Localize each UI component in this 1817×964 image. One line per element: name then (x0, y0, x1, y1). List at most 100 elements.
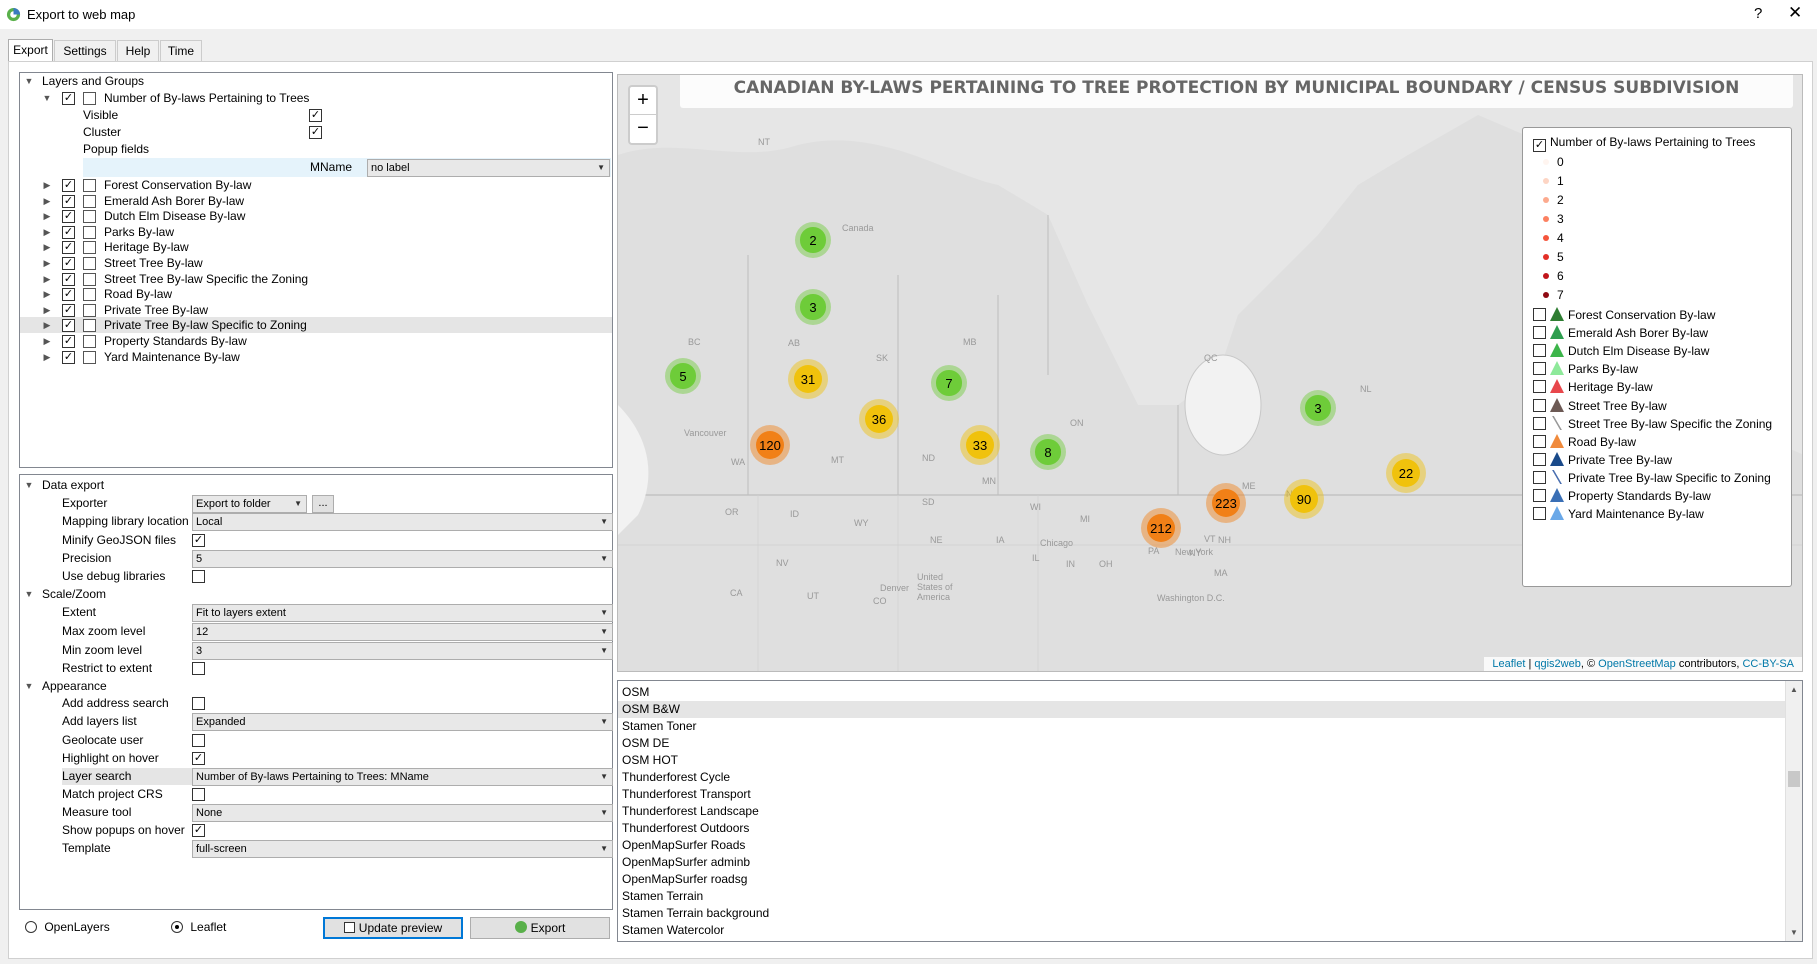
template-select[interactable]: full-screen ▼ (192, 839, 613, 858)
zoom-out-button[interactable]: − (637, 117, 649, 139)
help-button[interactable]: ? (1754, 5, 1763, 22)
marker-cluster[interactable]: 5 (665, 358, 701, 394)
basemap-item[interactable]: Thunderforest Outdoors (622, 821, 750, 835)
basemap-item[interactable]: Stamen Terrain background (622, 906, 770, 920)
layer-select-checkbox[interactable] (83, 272, 96, 286)
marker-cluster[interactable]: 2 (795, 222, 831, 258)
update-preview-button[interactable]: Update preview (323, 917, 463, 939)
chevron-down-icon[interactable]: ▼ (24, 681, 34, 692)
scrollbar[interactable]: ▲ ▼ (1785, 681, 1802, 941)
tree-item-private-tree-by-law[interactable]: ▶ ✓ Private Tree By-law (20, 302, 612, 319)
marker-cluster[interactable]: 3 (1300, 390, 1336, 426)
layer-select-checkbox[interactable] (83, 194, 96, 208)
legend-layer-checkbox[interactable] (1533, 380, 1546, 394)
layer-visible-checkbox[interactable]: ✓ (62, 179, 75, 192)
debug-label-checkbox[interactable] (192, 569, 205, 583)
address-search-label-checkbox[interactable] (192, 697, 205, 711)
tab-export[interactable]: Export (8, 39, 53, 61)
layer-visible-checkbox[interactable]: ✓ (62, 303, 75, 317)
basemap-item[interactable]: Thunderforest Landscape (622, 804, 759, 818)
chevron-right-icon[interactable]: ▶ (43, 226, 51, 237)
osm-link[interactable]: OpenStreetMap (1598, 658, 1676, 670)
scrollbar-thumb[interactable] (1788, 771, 1800, 787)
basemap-list[interactable]: OSM OSM B&W Stamen Toner OSM DE OSM HOT Thund… (617, 680, 1803, 942)
tree-item-parks-by-law[interactable]: ▶ ✓ Parks By-law (20, 224, 612, 241)
legend-layer-checkbox[interactable] (1533, 326, 1546, 340)
layer-visible-checkbox[interactable]: ✓ (62, 288, 75, 302)
layer-visible-checkbox[interactable]: ✓ (62, 319, 75, 333)
popups-hover-label-checkbox[interactable]: ✓ (192, 823, 205, 837)
marker-cluster[interactable]: 212 (1141, 508, 1181, 548)
layer-visible-checkbox[interactable]: ✓ (62, 92, 75, 105)
chevron-right-icon[interactable]: ▶ (43, 289, 51, 300)
basemap-item[interactable]: OSM DE (622, 736, 670, 750)
tree-item-road-by-law[interactable]: ▶ ✓ Road By-law (20, 286, 612, 303)
chevron-right-icon[interactable]: ▶ (43, 304, 51, 315)
cluster-checkbox[interactable]: ✓ (309, 126, 322, 139)
layer-visible-checkbox[interactable]: ✓ (62, 210, 75, 224)
basemap-item[interactable]: Stamen Toner (622, 719, 697, 733)
layer-select-checkbox[interactable] (83, 92, 96, 105)
basemap-item[interactable]: Thunderforest Cycle (622, 770, 731, 784)
tab-settings[interactable]: Settings (54, 40, 116, 61)
legend-layer-checkbox[interactable] (1533, 362, 1546, 376)
popup-field-select[interactable]: no label ▼ (367, 159, 610, 177)
chevron-right-icon[interactable]: ▶ (43, 242, 51, 253)
marker-cluster[interactable]: 33 (960, 425, 1000, 465)
group-data-export[interactable]: ▼ Data export (20, 477, 612, 494)
legend-layer-checkbox[interactable] (1533, 470, 1546, 484)
openlayers-radio[interactable]: OpenLayers (25, 920, 110, 934)
basemap-item[interactable]: OSM B&W (622, 702, 681, 716)
chevron-right-icon[interactable]: ▶ (43, 195, 51, 206)
layer-search-select[interactable]: Number of By-laws Pertaining to Trees: M… (192, 767, 613, 786)
legend-layer-checkbox[interactable] (1533, 398, 1546, 412)
leaflet-radio[interactable]: Leaflet (171, 920, 226, 934)
layer-visible-checkbox[interactable]: ✓ (62, 241, 75, 255)
layer-visible-checkbox[interactable]: ✓ (62, 272, 75, 286)
tree-item-main-layer[interactable]: ▼ ✓ Number of By-laws Pertaining to Tree… (20, 90, 612, 107)
chevron-down-icon[interactable]: ▼ (24, 76, 34, 86)
zoom-in-button[interactable]: + (630, 87, 656, 115)
basemap-item[interactable]: OpenMapSurfer Roads (622, 838, 746, 852)
chevron-right-icon[interactable]: ▶ (43, 258, 51, 268)
layer-select-checkbox[interactable] (83, 350, 96, 364)
layers-groups-header[interactable]: ▼ Layers and Groups (20, 73, 612, 90)
legend-main-checkbox[interactable]: ✓ (1533, 139, 1546, 152)
tree-item-yard-maintenance-by-law[interactable]: ▶ ✓ Yard Maintenance By-law (20, 349, 612, 366)
chevron-right-icon[interactable]: ▶ (43, 351, 51, 362)
close-button[interactable]: ✕ (1788, 3, 1803, 22)
chevron-right-icon[interactable]: ▶ (43, 273, 51, 284)
legend-layer-checkbox[interactable] (1533, 434, 1546, 448)
chevron-down-icon[interactable]: ▼ (24, 480, 34, 491)
legend-layer-checkbox[interactable] (1533, 507, 1546, 521)
layer-visible-checkbox[interactable]: ✓ (62, 335, 75, 348)
map-preview[interactable]: + − CANADIAN BY-LAWS PERTAINING TO TREE … (617, 74, 1803, 672)
max-zoom-select[interactable]: 12 ▼ (192, 623, 613, 642)
chevron-right-icon[interactable]: ▶ (43, 211, 51, 222)
tree-item-emerald-ash-borer-by-law[interactable]: ▶ ✓ Emerald Ash Borer By-law (20, 193, 612, 210)
export-button[interactable]: Export (470, 917, 610, 939)
extent-select[interactable]: Fit to layers extent ▼ (192, 603, 613, 622)
visible-checkbox[interactable]: ✓ (309, 109, 322, 122)
mapping-lib-select[interactable]: Local ▼ (192, 513, 613, 532)
legend-layer-checkbox[interactable] (1533, 344, 1546, 358)
layer-visible-checkbox[interactable]: ✓ (62, 225, 75, 239)
basemap-item[interactable]: Thunderforest Transport (622, 787, 751, 801)
tree-item-street-tree-by-law-specific-the-zoning[interactable]: ▶ ✓ Street Tree By-law Specific the Zoning (20, 271, 612, 288)
group-appearance[interactable]: ▼ Appearance (20, 678, 612, 695)
min-zoom-select[interactable]: 3 ▼ (192, 642, 613, 661)
marker-cluster[interactable]: 120 (750, 425, 790, 465)
match-crs-label-checkbox[interactable] (192, 787, 205, 801)
chevron-right-icon[interactable]: ▶ (43, 336, 51, 346)
license-link[interactable]: CC-BY-SA (1742, 658, 1794, 670)
chevron-down-icon[interactable]: ▼ (42, 93, 52, 103)
layer-select-checkbox[interactable] (83, 241, 96, 255)
marker-cluster[interactable]: 3 (795, 289, 831, 325)
geolocate-label-checkbox[interactable] (192, 733, 205, 747)
basemap-item[interactable]: OpenMapSurfer adminb (622, 855, 751, 869)
marker-cluster[interactable]: 8 (1030, 434, 1066, 470)
group-scale-zoom[interactable]: ▼ Scale/Zoom (20, 586, 612, 603)
chevron-down-icon[interactable]: ▼ (24, 588, 34, 599)
legend-layer-checkbox[interactable] (1533, 489, 1546, 502)
exporter-select[interactable]: Export to folder ▼ (192, 495, 307, 514)
